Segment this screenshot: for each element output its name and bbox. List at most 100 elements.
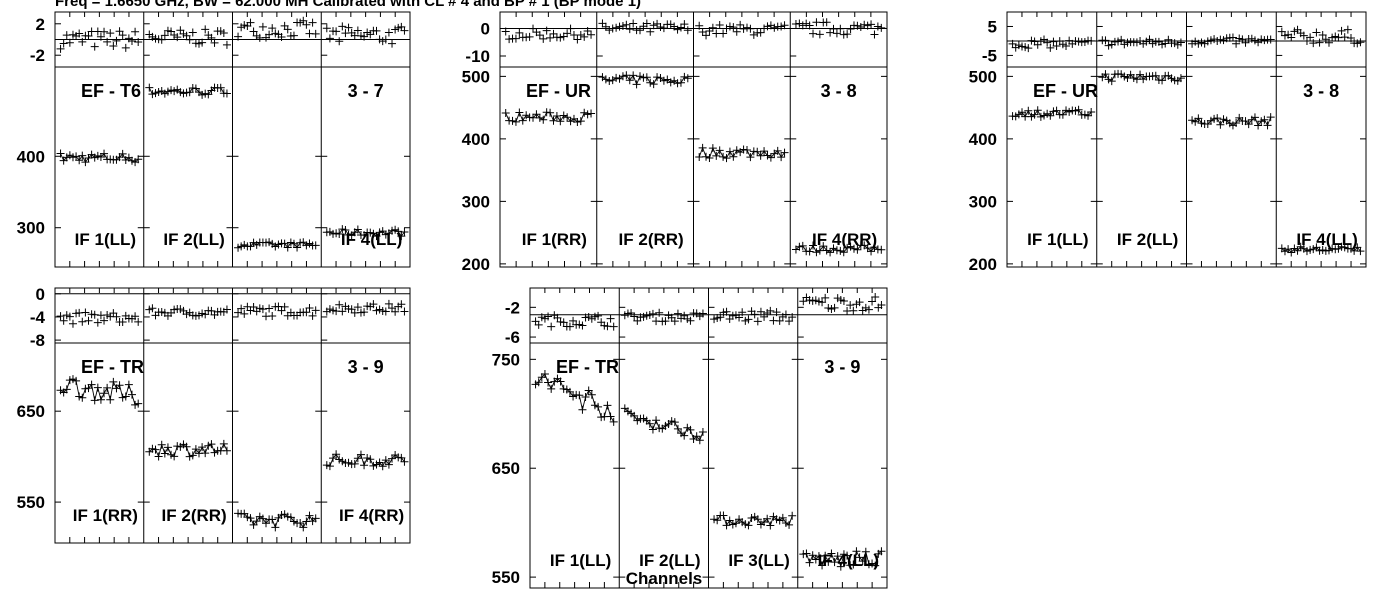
phase-point: [576, 30, 585, 39]
phase-point: [642, 19, 651, 28]
phase-point: [131, 27, 140, 36]
phase-point: [1266, 35, 1275, 44]
phase-point: [112, 312, 121, 321]
phase-point: [870, 30, 879, 39]
if-label: IF 2(LL): [639, 551, 700, 570]
phase-point: [198, 38, 207, 47]
amplitude-tick-label: 650: [17, 402, 45, 421]
phase-point: [615, 22, 624, 31]
phase-point: [544, 312, 553, 321]
phase-point: [353, 26, 362, 35]
phase-point: [118, 318, 127, 327]
amplitude-line: [1102, 73, 1182, 82]
phase-point: [601, 22, 610, 31]
phase-point: [246, 18, 255, 27]
phase-point: [160, 31, 169, 40]
phase-point: [360, 308, 369, 317]
corner-label: 3 - 8: [1303, 81, 1339, 101]
amplitude-tick-label: 300: [17, 219, 45, 238]
phase-point: [815, 30, 824, 39]
amplitude-line: [698, 146, 785, 159]
phase-point: [511, 34, 520, 43]
phase-point: [750, 310, 759, 319]
phase-point: [258, 305, 267, 314]
phase-point: [148, 304, 157, 313]
phase-point: [384, 28, 393, 37]
baseline-label: EF - TR: [81, 357, 144, 377]
phase-point: [1101, 36, 1110, 45]
amplitude-tick-label: 550: [492, 568, 520, 587]
phase-point: [96, 32, 105, 41]
amplitude-tick-label: 300: [462, 192, 490, 211]
phase-point: [606, 314, 615, 323]
phase-point: [372, 26, 381, 35]
phase-point: [587, 30, 596, 39]
baseline-label: EF - T6: [81, 81, 141, 101]
phase-point: [311, 306, 320, 315]
phase-point: [772, 308, 781, 317]
phase-point: [201, 25, 210, 34]
phase-point: [265, 304, 274, 313]
phase-point: [325, 34, 334, 43]
phase-point: [1277, 27, 1286, 36]
phase-point: [1043, 38, 1052, 47]
phase-tick-label: -2: [30, 46, 45, 65]
x-axis-label: Channels: [626, 569, 703, 588]
amplitude-line: [148, 87, 227, 96]
phase-point: [1117, 35, 1126, 44]
phase-point: [777, 22, 786, 31]
phase-point: [670, 317, 679, 326]
amplitude-tick-label: 200: [462, 255, 490, 274]
phase-point: [283, 25, 292, 34]
phase-point: [583, 26, 592, 35]
phase-point: [649, 21, 658, 30]
amplitude-tick-label: 500: [969, 67, 997, 86]
amplitude-tick-label: 650: [492, 459, 520, 478]
phase-point: [268, 24, 277, 33]
phase-point: [744, 315, 753, 324]
phase-point: [670, 22, 679, 31]
phase-point: [809, 29, 818, 38]
phase-point: [661, 317, 670, 326]
phase-point: [839, 297, 848, 306]
phase-point: [712, 29, 721, 38]
phase-point: [353, 303, 362, 312]
phase-point: [725, 22, 734, 31]
phase-point: [636, 26, 645, 35]
phase-point: [1232, 39, 1241, 48]
phase-point: [1049, 37, 1058, 46]
phase-point: [369, 300, 378, 309]
amplitude-tick-label: 550: [17, 493, 45, 512]
phase-point: [1337, 26, 1346, 35]
phase-point: [173, 33, 182, 42]
phase-point: [569, 30, 578, 39]
phase-point: [722, 307, 731, 316]
amplitude-point: [698, 427, 707, 436]
phase-point: [719, 29, 728, 38]
amplitude-point: [1356, 247, 1365, 256]
phase-point: [629, 19, 638, 28]
phase-point: [332, 27, 341, 36]
phase-point: [546, 33, 555, 42]
phase-point: [839, 30, 848, 39]
phase-point: [680, 20, 689, 29]
phase-point: [305, 304, 314, 313]
phase-point: [846, 24, 855, 33]
phase-point: [529, 24, 538, 33]
phase-point: [609, 322, 618, 331]
phase-point: [855, 298, 864, 307]
phase-point: [268, 312, 277, 321]
phase-point: [185, 35, 194, 44]
amplitude-point: [1087, 108, 1096, 117]
phase-point: [308, 311, 317, 320]
phase-point: [525, 32, 534, 41]
phase-point: [1347, 33, 1355, 42]
panel-EF-TR-1: 0 -4 -8 650 550 IF 1(RR) IF 2(RR) IF 4(RR) EF - …: [17, 285, 411, 544]
amplitude-line: [1191, 116, 1272, 127]
phase-point: [708, 23, 717, 32]
phase-point: [1340, 33, 1349, 42]
phase-point: [542, 26, 551, 35]
phase-point: [829, 24, 838, 33]
amplitude-point: [1176, 74, 1185, 83]
phase-point: [84, 32, 93, 41]
